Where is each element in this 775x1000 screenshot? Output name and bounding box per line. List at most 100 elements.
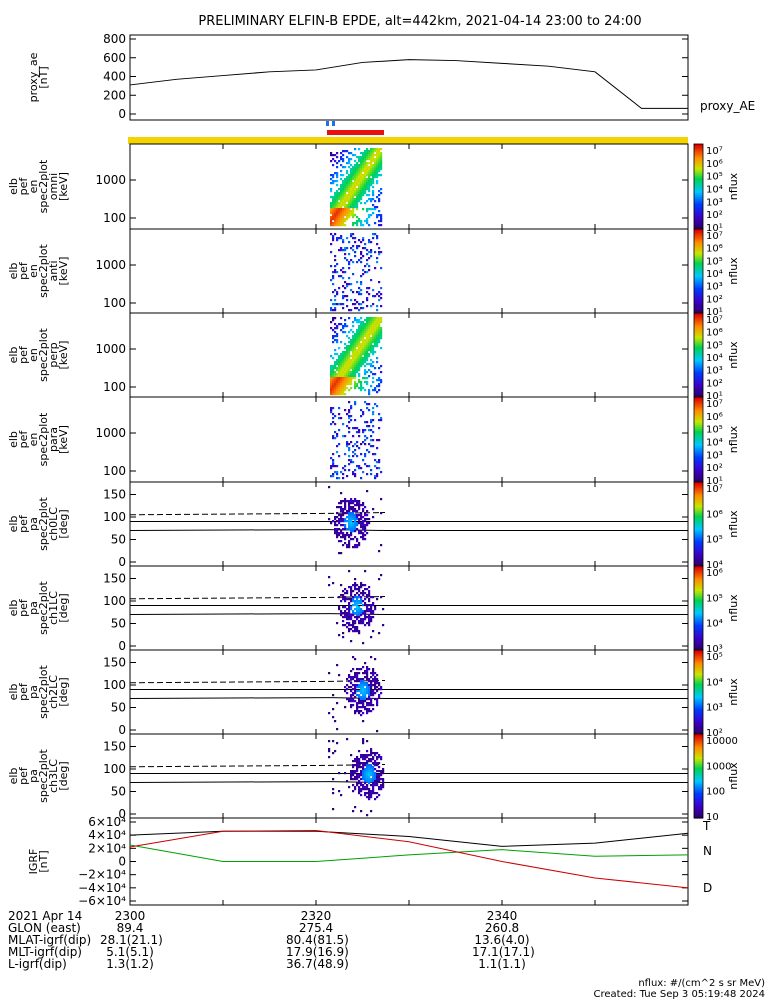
spectrogram-para-pixel: [366, 465, 369, 468]
spectrogram-para-ylabel-line: spec2plot: [37, 412, 50, 466]
pa-spectrogram-ch0LC-pixel: [354, 504, 357, 507]
spectrogram-perp-pixel: [336, 391, 339, 394]
spectrogram-anti-pixel: [370, 255, 373, 258]
spectrogram-anti-pixel: [350, 235, 353, 238]
pa-spectrogram-ch1LC-pixel: [368, 600, 371, 603]
pa-spectrogram-ch2LC-pixel: [368, 686, 371, 689]
pa-spectrogram-ch1LC-pixel: [370, 616, 373, 619]
spectrogram-para-pixel: [348, 427, 351, 430]
pa-spectrogram-ch1LC-pixel: [366, 610, 369, 613]
spectrogram-omni-pixel: [378, 160, 381, 163]
pa-spectrogram-ch1LC-pixel: [352, 598, 355, 601]
pa-spectrogram-ch2LC-colorbar-segment: [694, 702, 703, 706]
spectrogram-omni-pixel: [352, 176, 355, 179]
pa-spectrogram-ch2LC-pixel: [362, 680, 365, 683]
spectrogram-perp-pixel: [344, 357, 347, 360]
spectrogram-perp-pixel: [370, 329, 373, 332]
spectrogram-para-pixel: [364, 453, 367, 456]
spectrogram-omni-pixel: [356, 188, 359, 191]
spectrogram-omni-pixel: [362, 168, 365, 171]
spectrogram-anti-pixel: [366, 299, 369, 302]
pa-spectrogram-ch0LC-pixel: [380, 544, 383, 547]
pa-spectrogram-ch0LC-pixel: [356, 546, 359, 549]
spectrogram-para-colorbar-segment: [694, 479, 703, 483]
pa-spectrogram-ch1LC-colorbar-segment: [694, 580, 703, 584]
spectrogram-para-colorbar-segment: [694, 416, 703, 419]
pa-spectrogram-ch3LC-pixel: [378, 786, 381, 789]
spectrogram-omni-pixel: [370, 180, 373, 183]
spectrogram-omni-pixel: [352, 200, 355, 203]
spectrogram-omni-pixel: [350, 200, 353, 203]
spectrogram-perp-pixel: [332, 319, 335, 322]
spectrogram-anti-pixel: [338, 287, 341, 290]
pa-spectrogram-ch0LC-pixel: [354, 520, 357, 523]
pa-spectrogram-ch3LC-colorbar-tick-label: 100: [706, 787, 725, 798]
spectrogram-perp-pixel: [360, 351, 363, 354]
spectrogram-perp-pixel: [370, 333, 373, 336]
spectrogram-perp-pixel: [338, 391, 341, 394]
spectrogram-anti-colorbar-segment: [694, 241, 703, 245]
spectrogram-para-pixel: [380, 419, 383, 422]
spectrogram-omni-pixel: [358, 192, 361, 195]
pa-spectrogram-ch3LC-pixel: [374, 774, 377, 777]
spectrogram-perp-pixel: [346, 367, 349, 370]
spectrogram-anti-colorbar-segment: [694, 252, 703, 255]
pa-spectrogram-ch0LC-pixel: [348, 520, 351, 523]
pa-spectrogram-ch0LC-pixel: [354, 526, 357, 529]
spectrogram-perp-pixel: [366, 353, 369, 356]
spectrogram-para-ylabel-line: pef: [17, 430, 30, 449]
spectrogram-perp-pixel: [372, 345, 375, 348]
pa-spectrogram-ch3LC-pixel: [350, 754, 353, 757]
spectrogram-omni-pixel: [334, 172, 337, 175]
spectrogram-omni-pixel: [358, 198, 361, 201]
spectrogram-perp-pixel: [332, 375, 335, 378]
spectrogram-perp-pixel: [370, 339, 373, 342]
pa-spectrogram-ch1LC-pixel: [348, 606, 351, 609]
spectrogram-omni-pixel: [354, 186, 357, 189]
spectrogram-perp-pixel: [374, 323, 377, 326]
pa-spectrogram-ch1LC-pixel: [342, 612, 345, 615]
spectrogram-para-pixel: [330, 465, 333, 468]
spectrogram-para-pixel: [336, 477, 339, 480]
spectrogram-omni-colorbar-segment: [694, 201, 703, 205]
spectrogram-anti-pixel: [360, 293, 363, 296]
pa-spectrogram-ch0LC-pixel: [362, 522, 365, 525]
spectrogram-perp-pixel: [376, 379, 379, 382]
spectrogram-anti-pixel: [356, 307, 359, 310]
pa-spectrogram-ch1LC-pixel: [370, 596, 373, 599]
pa-spectrogram-ch0LC-pixel: [350, 500, 353, 503]
spectrogram-omni-pixel: [352, 216, 355, 219]
pa-spectrogram-ch3LC-pixel: [374, 780, 377, 783]
spectrogram-omni-pixel: [374, 162, 377, 165]
pa-spectrogram-ch3LC-colorbar-segment: [694, 799, 703, 802]
spectrogram-omni-pixel: [358, 170, 361, 173]
pa-spectrogram-ch1LC-pixel: [344, 624, 347, 627]
spectrogram-omni-pixel: [378, 190, 381, 193]
spectrogram-para-pixel: [372, 445, 375, 448]
spectrogram-perp-pixel: [372, 341, 375, 344]
spectrogram-omni-pixel: [338, 212, 341, 215]
pa-spectrogram-ch2LC-colorbar-segment: [694, 708, 703, 712]
spectrogram-omni-pixel: [340, 192, 343, 195]
spectrogram-perp-pixel: [354, 359, 357, 362]
spectrogram-perp-pixel: [352, 373, 355, 376]
spectrogram-perp-pixel: [332, 383, 335, 386]
spectrogram-perp-pixel: [350, 355, 353, 358]
spectrogram-omni-colorbar-segment: [694, 158, 703, 162]
spectrogram-anti-pixel: [334, 255, 337, 258]
spectrogram-omni-pixel: [350, 214, 353, 217]
spectrogram-para-pixel: [350, 405, 353, 408]
pa-spectrogram-ch3LC-pixel: [376, 756, 379, 759]
spectrogram-anti-pixel: [334, 271, 337, 274]
pa-spectrogram-ch1LC-colorbar-label: nflux: [727, 594, 740, 622]
spectrogram-perp-pixel: [358, 369, 361, 372]
spectrogram-para-pixel: [332, 417, 335, 420]
pa-spectrogram-ch2LC-pixel: [354, 690, 357, 693]
spectrogram-omni-pixel: [354, 154, 357, 157]
pa-spectrogram-ch1LC-pixel: [362, 622, 365, 625]
spectrogram-perp-pixel: [358, 357, 361, 360]
pa-spectrogram-ch1LC-pixel: [360, 602, 363, 605]
spectrogram-perp-pixel: [366, 371, 369, 374]
pa-spectrogram-ch3LC-pixel: [372, 774, 375, 777]
spectrogram-omni-pixel: [358, 158, 361, 161]
